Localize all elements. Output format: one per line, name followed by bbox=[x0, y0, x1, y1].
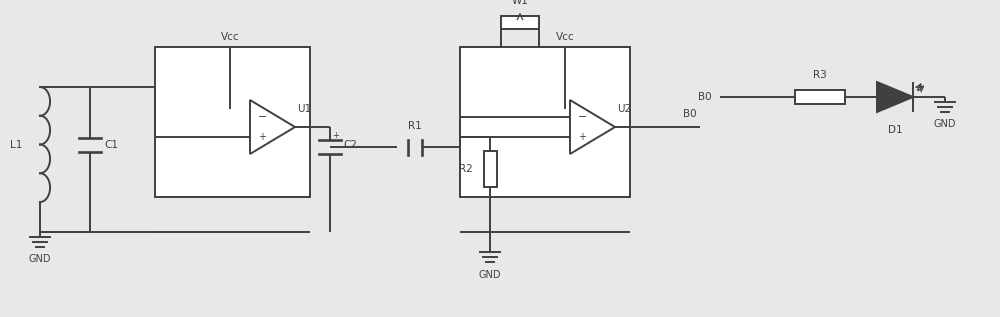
Text: W1: W1 bbox=[512, 0, 528, 6]
Bar bbox=[460, 47, 630, 197]
Text: GND: GND bbox=[29, 254, 51, 264]
Text: U2: U2 bbox=[617, 104, 631, 114]
Bar bbox=[484, 152, 496, 187]
Text: C1: C1 bbox=[104, 139, 118, 150]
Text: U1: U1 bbox=[297, 104, 311, 114]
Bar bbox=[501, 16, 539, 29]
Text: B0: B0 bbox=[683, 109, 697, 119]
Text: R2: R2 bbox=[459, 165, 473, 174]
Text: Vcc: Vcc bbox=[556, 32, 574, 42]
Text: B0: B0 bbox=[698, 92, 712, 102]
Text: D1: D1 bbox=[888, 125, 902, 135]
Text: +: + bbox=[578, 132, 586, 142]
Text: GND: GND bbox=[479, 270, 501, 280]
Bar bbox=[155, 47, 310, 197]
Text: R3: R3 bbox=[813, 70, 827, 80]
Text: C2: C2 bbox=[343, 140, 357, 150]
Text: −: − bbox=[258, 112, 267, 122]
Bar bbox=[795, 90, 845, 104]
Text: +: + bbox=[332, 131, 339, 139]
Text: L1: L1 bbox=[10, 139, 22, 150]
Text: R1: R1 bbox=[408, 121, 422, 131]
Polygon shape bbox=[877, 82, 913, 112]
Text: GND: GND bbox=[934, 119, 956, 129]
Text: −: − bbox=[578, 112, 587, 122]
Text: +: + bbox=[258, 132, 266, 142]
Text: Vcc: Vcc bbox=[221, 32, 239, 42]
